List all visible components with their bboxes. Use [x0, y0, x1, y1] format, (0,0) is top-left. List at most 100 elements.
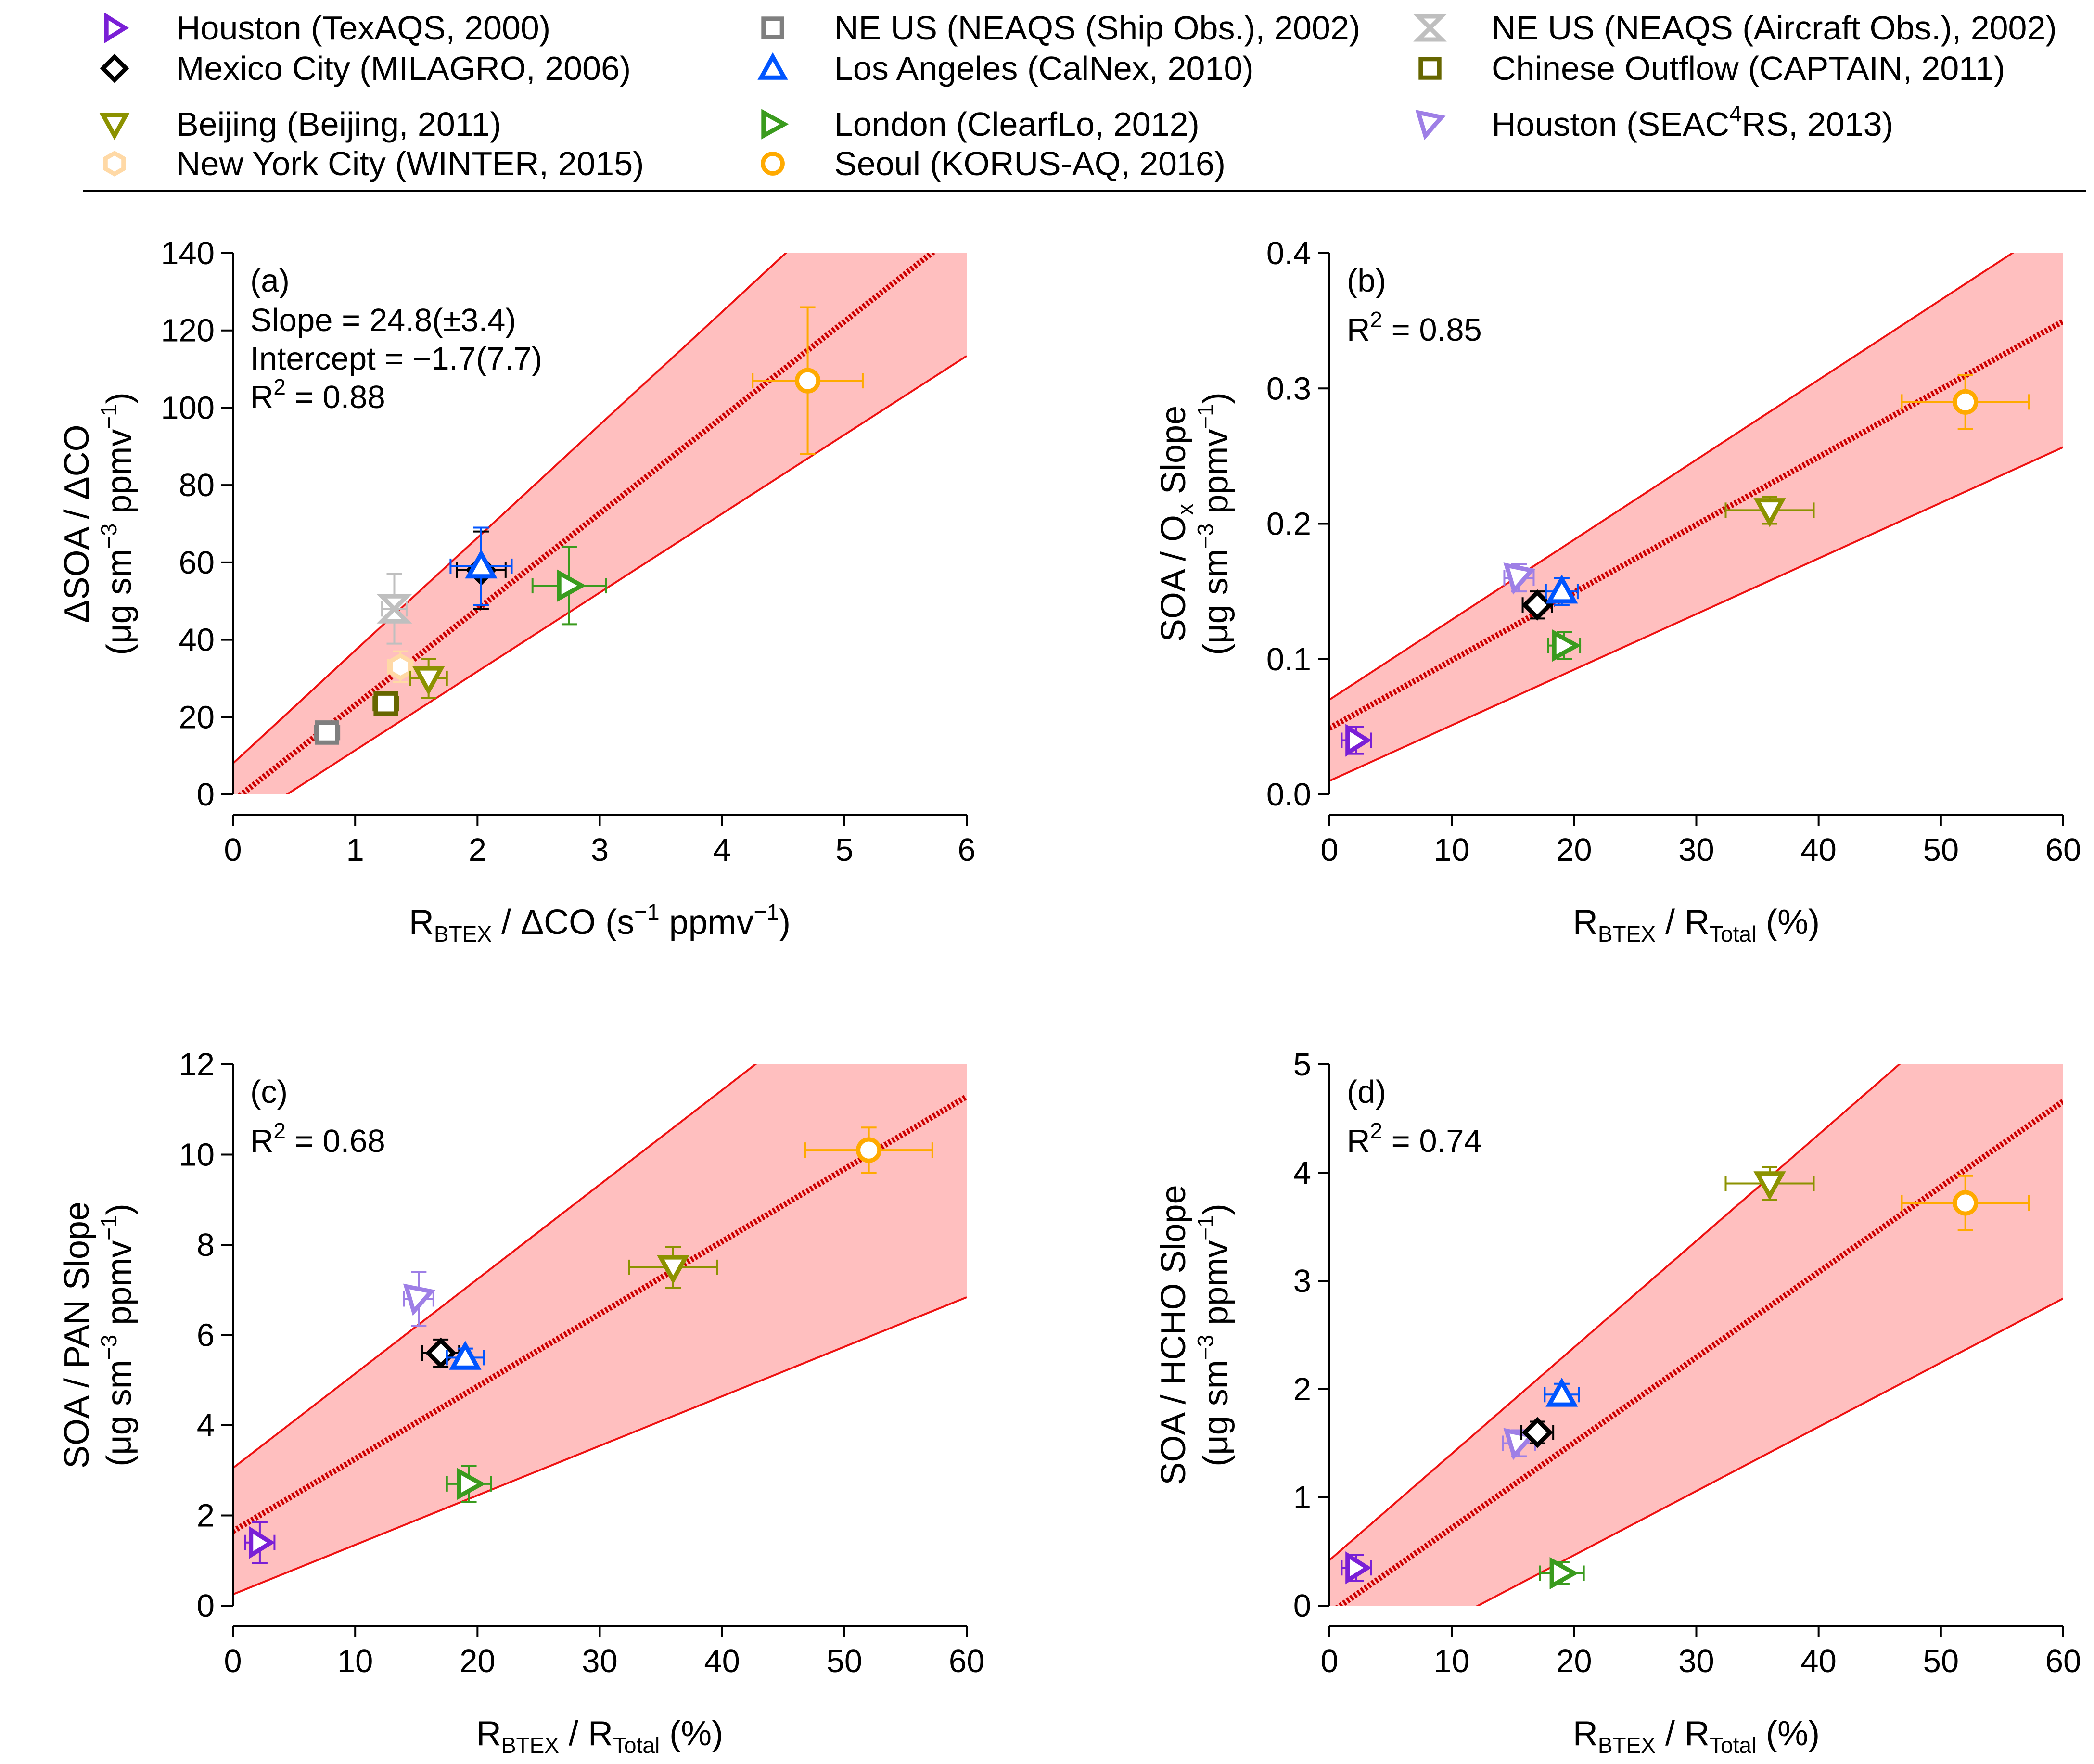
y-tick-label-c: 6	[197, 1317, 215, 1354]
data-point-a-neship	[314, 720, 341, 745]
marker-seo	[1953, 389, 1979, 415]
legend-label-nyc: New York City (WINTER, 2015)	[176, 145, 644, 182]
confidence-band-d	[1329, 1064, 2063, 1606]
legend-marker-lon	[761, 109, 789, 140]
y-tick-label-c: 8	[197, 1227, 215, 1263]
data-point-c-seo	[804, 1126, 933, 1174]
x-tick-label-d: 30	[1678, 1643, 1714, 1679]
r2-annotation: R2 = 0.88	[250, 374, 385, 415]
data-point-b-bj	[1724, 496, 1815, 527]
y-tick-label-d: 2	[1293, 1371, 1311, 1407]
legend-label-la: Los Angeles (CalNex, 2010)	[834, 50, 1254, 87]
fit-line-b	[1329, 319, 2063, 731]
y-tick-label-a: 120	[161, 313, 215, 349]
marker-bj	[1753, 1171, 1786, 1201]
legend-label-seo: Seoul (KORUS-AQ, 2016)	[834, 145, 1226, 182]
y-tick-label-c: 0	[197, 1588, 215, 1624]
data-point-a-neair	[376, 573, 412, 645]
data-point-d-hou2013	[1502, 1428, 1536, 1460]
marker-la	[465, 549, 498, 579]
marker-lon	[1549, 1557, 1579, 1590]
plot-area-c	[233, 1064, 967, 1596]
x-tick-label-b: 30	[1678, 832, 1714, 868]
marker-lon	[557, 569, 587, 602]
y-tick-label-a: 40	[179, 622, 215, 658]
panel-c: 0 2 4 6 8 10 12 0 10 20 30 40 50 60 RBTEX / RTotal (%)…	[58, 1047, 984, 1758]
marker-hou2000	[1345, 1551, 1372, 1585]
y-tick-label-a: 140	[161, 235, 215, 271]
marker-seo	[856, 1137, 882, 1163]
x-tick-label-b: 0	[1320, 832, 1338, 868]
fit-line-a	[236, 253, 936, 794]
y-tick-label-a: 0	[197, 777, 215, 813]
data-point-d-mex	[1520, 1417, 1555, 1448]
y-tick-label-c: 12	[179, 1047, 215, 1083]
y-tick-label-a: 80	[179, 467, 215, 503]
x-tick-label-a: 3	[591, 832, 609, 868]
legend-label-hou2000: Houston (TexAQS, 2000)	[176, 9, 550, 47]
y-axis-label-line2: (μg sm−3 ppmv−1)	[96, 392, 139, 655]
data-point-b-hou2013	[1503, 562, 1536, 595]
fit-line-d	[1335, 1099, 2063, 1606]
x-tick-label-c: 20	[460, 1643, 496, 1679]
x-tick-label-a: 0	[224, 832, 242, 868]
x-axis-label-a: RBTEX / ΔCO (s−1 ppmv−1)	[409, 899, 791, 946]
band-upper-line-b	[1329, 253, 2014, 701]
legend-marker-chn	[1418, 57, 1442, 80]
fit-line-c	[233, 1094, 967, 1534]
legend-marker-mex	[100, 53, 129, 83]
y-axis-label-line1: ΔSOA / ΔCO	[58, 424, 96, 623]
x-axis-label-d: RBTEX / RTotal (%)	[1573, 1714, 1820, 1758]
marker-mex	[1521, 1417, 1553, 1448]
y-axis-label-line1: SOA / PAN Slope	[58, 1202, 96, 1469]
y-axis-label-line1: SOA / Ox Slope	[1154, 406, 1198, 642]
y-axis-label-line2: (μg sm−3 ppmv−1)	[1193, 1203, 1235, 1466]
data-point-c-hou2013	[403, 1271, 435, 1327]
legend-marker-neship	[761, 16, 784, 39]
legend-entry-hou2013: Houston (SEAC4RS, 2013)	[1415, 101, 1893, 143]
marker-neair	[376, 594, 412, 624]
marker-nyc	[388, 653, 412, 681]
legend-label-mex: Mexico City (MILAGRO, 2006)	[176, 50, 631, 87]
confidence-band-b	[1329, 253, 2063, 781]
band-lower-line-b	[1329, 446, 2063, 782]
x-tick-label-d: 50	[1923, 1643, 1959, 1679]
x-tick-label-d: 20	[1556, 1643, 1592, 1679]
x-axis-label-c: RBTEX / RTotal (%)	[476, 1714, 723, 1758]
marker-la	[1545, 1378, 1578, 1407]
data-point-d-la	[1544, 1378, 1580, 1407]
band-upper-line-a	[233, 253, 787, 765]
x-tick-label-c: 40	[704, 1643, 740, 1679]
confidence-band-c	[233, 1064, 967, 1595]
marker-hou2000	[1345, 724, 1372, 757]
marker-lon	[1552, 629, 1582, 662]
legend-entry-hou2000: Houston (TexAQS, 2000)	[104, 9, 550, 47]
y-tick-label-c: 10	[179, 1137, 215, 1173]
slope-annotation: Slope = 24.8(±3.4)	[250, 302, 516, 338]
legend-marker-seo	[761, 152, 785, 176]
legend-label-chn: Chinese Outflow (CAPTAIN, 2011)	[1492, 50, 2005, 87]
confidence-band-a	[233, 253, 967, 794]
x-tick-label-c: 30	[582, 1643, 618, 1679]
y-axis-label-line2: (μg sm−3 ppmv−1)	[1193, 392, 1235, 655]
x-tick-label-b: 60	[2045, 832, 2081, 868]
x-tick-label-a: 1	[346, 832, 364, 868]
y-tick-label-a: 100	[161, 390, 215, 426]
marker-hou2013	[1503, 562, 1536, 595]
marker-mex	[1521, 589, 1553, 621]
y-axis-label-line1: SOA / HCHO Slope	[1154, 1185, 1193, 1485]
panel-b: 0.0 0.1 0.2 0.3 0.4 0 10 20 30 40 50 60 RBTEX / RTot…	[1154, 235, 2081, 946]
legend-entry-la: Los Angeles (CalNex, 2010)	[757, 50, 1254, 87]
y-axis-label-b: SOA / Ox Slope(μg sm−3 ppmv−1)	[1154, 392, 1235, 655]
marker-hou2000	[249, 1526, 275, 1559]
marker-seo	[1953, 1190, 1979, 1216]
x-tick-label-c: 0	[224, 1643, 242, 1679]
data-point-b-seo	[1901, 374, 2030, 430]
x-tick-label-a: 2	[469, 832, 486, 868]
panel-a: 0 20 40 60 80 100 120 140 0 1 2 3 4 5 6 RBTEX / ΔCO (s−…	[58, 235, 976, 946]
legend: Houston (TexAQS, 2000) NE US (NEAQS (Ship…	[99, 9, 2057, 182]
band-lower-line-d	[1476, 1297, 2063, 1606]
x-tick-label-a: 4	[713, 832, 731, 868]
panel-label-d: (d)	[1347, 1074, 1386, 1110]
